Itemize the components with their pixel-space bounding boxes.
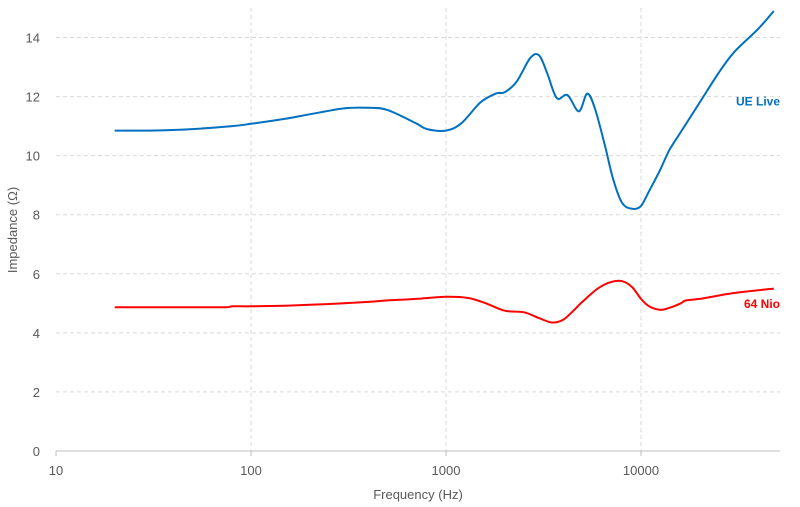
y-tick-label: 10	[26, 149, 40, 164]
y-tick-label: 14	[26, 31, 40, 46]
series-label-64-nio: 64 Nio	[744, 297, 780, 311]
tick-labels: 0 2 4 6 8 10 12 14 10 100 1000 10000	[26, 31, 660, 478]
x-tick-label: 10	[49, 463, 63, 478]
y-tick-label: 8	[33, 208, 40, 223]
x-tick-label: 1000	[432, 463, 461, 478]
y-tick-label: 2	[33, 385, 40, 400]
series-lines	[114, 10, 775, 324]
y-tick-label: 4	[33, 326, 40, 341]
grid-lines	[55, 8, 780, 456]
series-labels: UE Live 64 Nio	[736, 94, 780, 310]
y-tick-label: 12	[26, 90, 40, 105]
y-tick-label: 0	[33, 444, 40, 459]
series-label-ue-live: UE Live	[736, 94, 780, 108]
y-axis-title: Impedance (Ω)	[5, 187, 20, 273]
x-tick-label: 100	[240, 463, 262, 478]
x-axis-title: Frequency (Hz)	[373, 487, 463, 502]
series-line-ue-live	[114, 10, 775, 210]
x-tick-label: 10000	[623, 463, 659, 478]
series-line-64-nio	[114, 279, 774, 324]
y-tick-label: 6	[33, 267, 40, 282]
